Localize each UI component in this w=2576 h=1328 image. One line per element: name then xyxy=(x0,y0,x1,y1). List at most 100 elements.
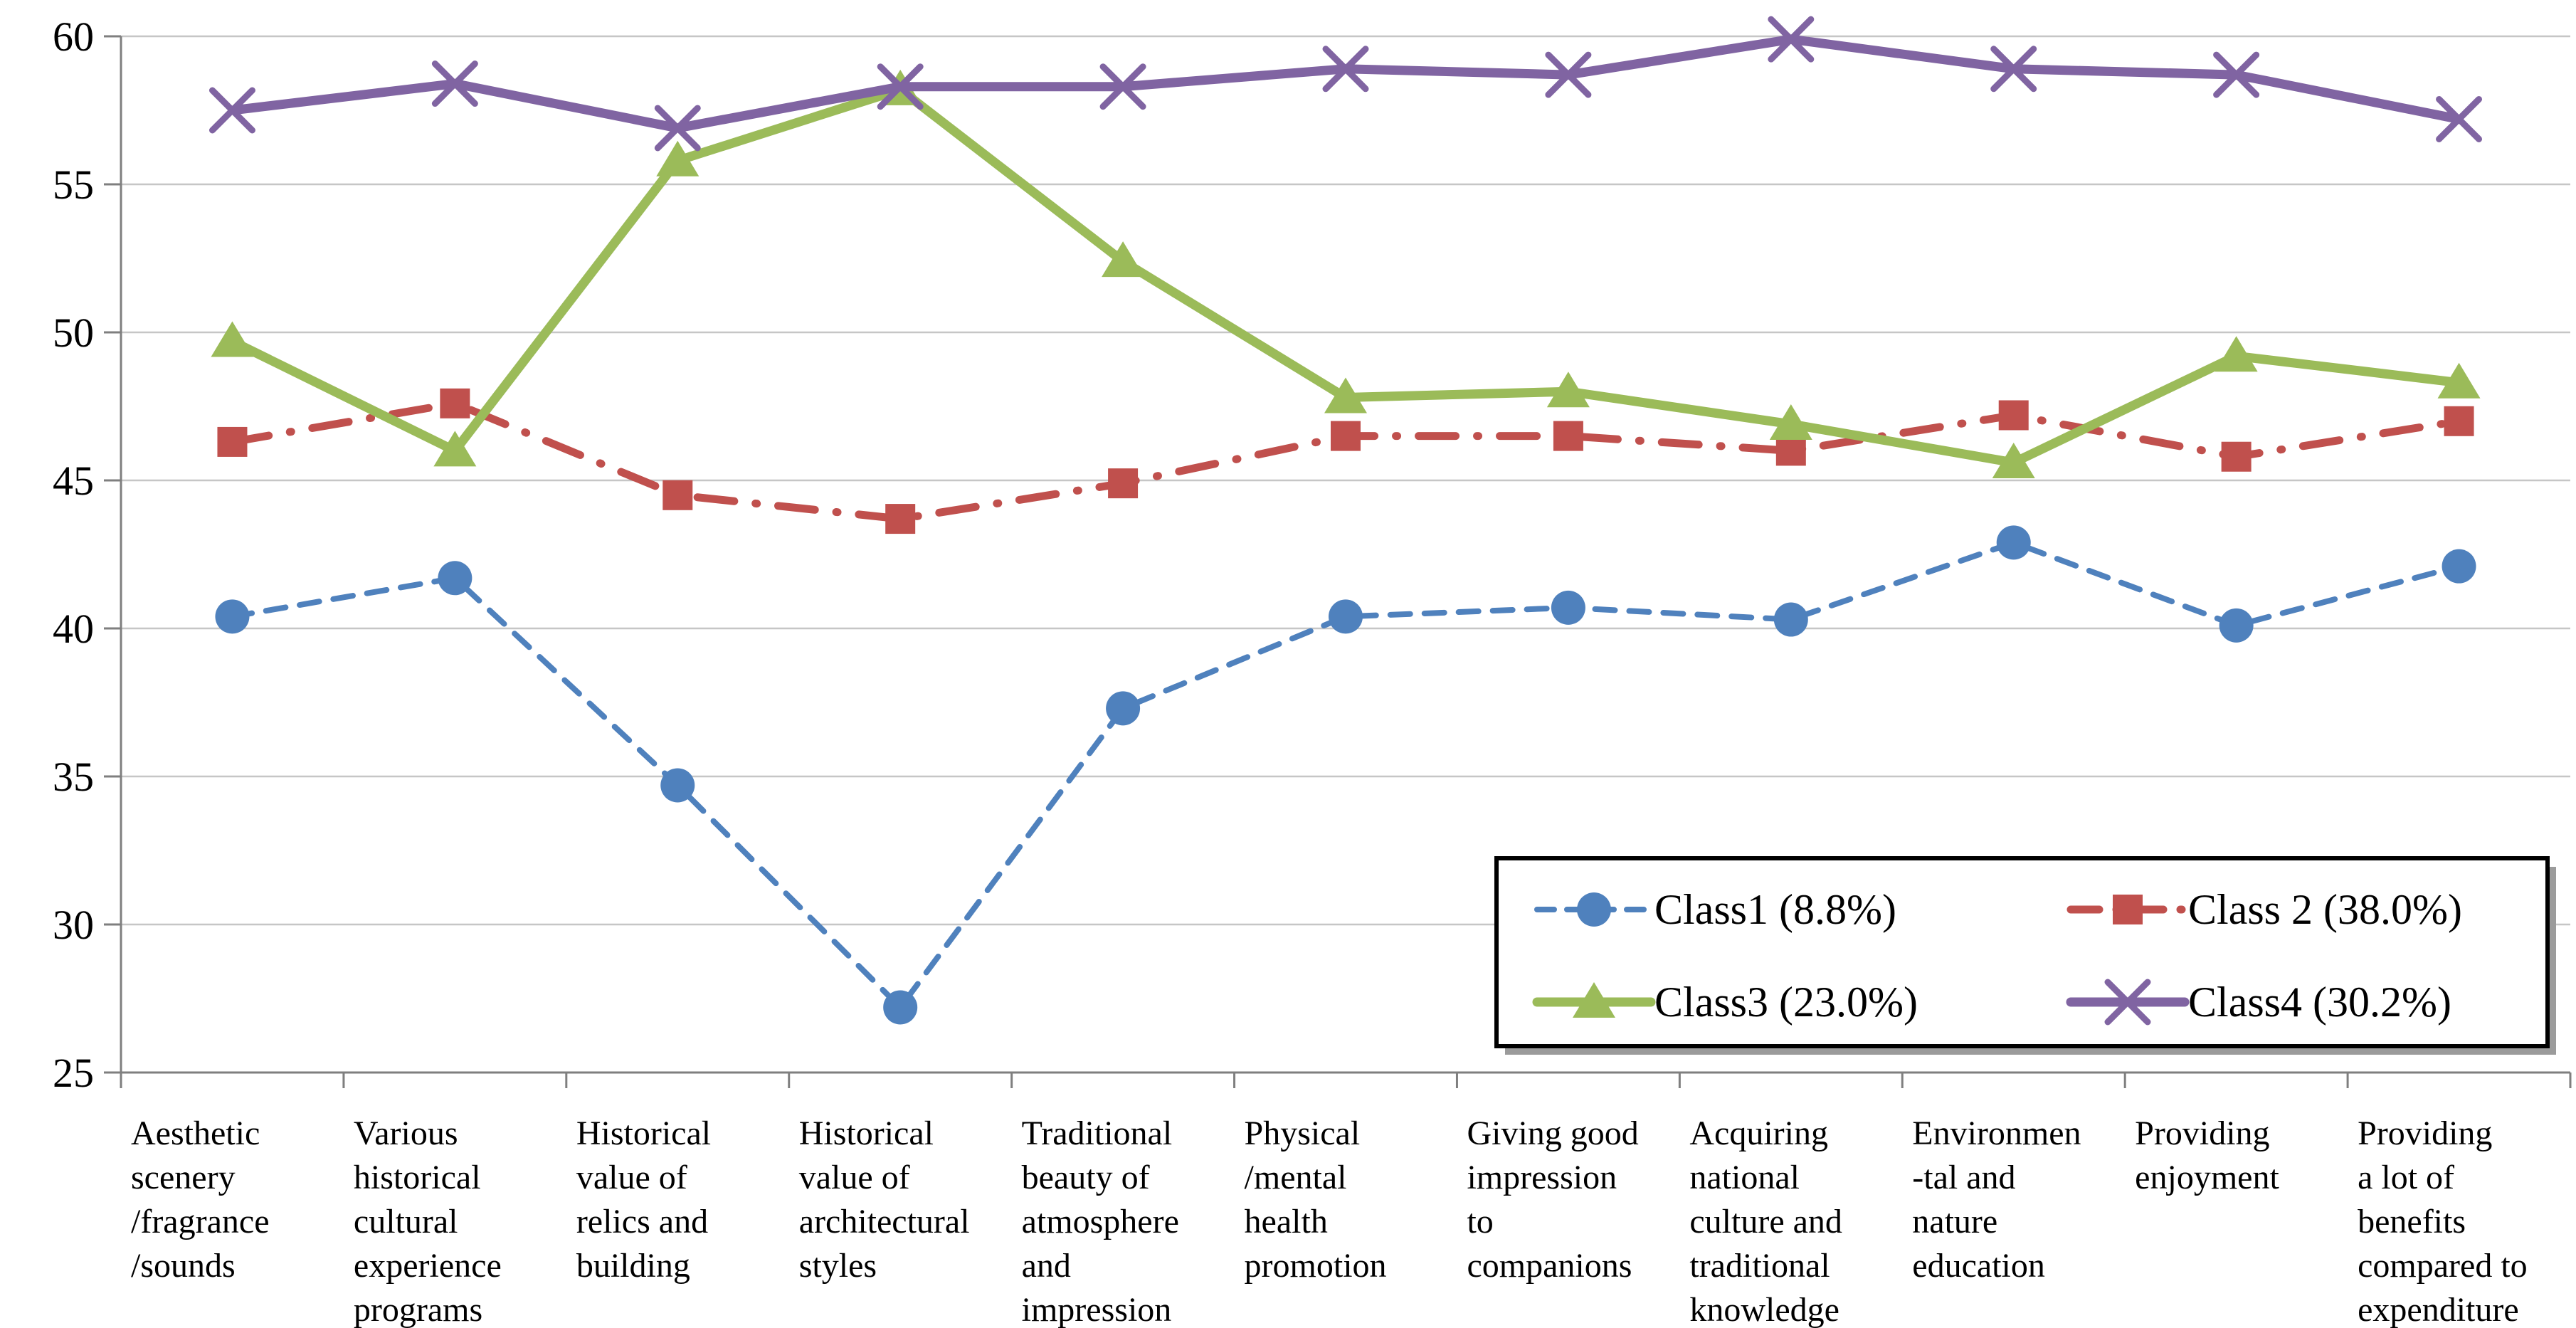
y-axis-tick-label: 35 xyxy=(53,754,94,800)
data-point-marker xyxy=(1769,404,1812,440)
x-axis-category-label: Traditional xyxy=(1022,1114,1173,1152)
legend-label: Class4 (30.2%) xyxy=(2188,979,2451,1026)
data-point-marker xyxy=(1546,371,1590,408)
y-axis-tick-label: 55 xyxy=(53,162,94,208)
y-axis-tick-label: 45 xyxy=(53,458,94,504)
x-axis-category-label: Acquiring xyxy=(1689,1114,1828,1152)
data-point-marker xyxy=(1329,599,1363,634)
data-point-marker xyxy=(877,63,924,110)
legend-item-class-2-38-0: Class 2 (38.0%) xyxy=(2066,886,2462,933)
x-axis-category-label: and xyxy=(1022,1247,1071,1285)
data-point-marker xyxy=(215,599,250,634)
x-axis-category-label: Various xyxy=(354,1114,458,1152)
data-point-marker xyxy=(885,504,916,534)
x-axis-category-label: knowledge xyxy=(1689,1291,1839,1328)
data-point-marker xyxy=(1108,468,1139,499)
series-line xyxy=(229,539,2462,1011)
series-layer xyxy=(208,16,2483,1025)
data-point-marker xyxy=(654,105,701,152)
x-axis-category-label: building xyxy=(576,1247,690,1285)
series-line xyxy=(228,399,2464,523)
y-axis-labels: 25 30 35 40 45 50 55 60 xyxy=(53,14,94,1096)
y-axis-tick-label: 25 xyxy=(53,1050,94,1096)
data-point-marker xyxy=(2215,336,2258,372)
x-axis-category-label: impression xyxy=(1467,1159,1617,1196)
data-point-marker xyxy=(1551,590,1585,625)
data-point-marker xyxy=(1775,436,1806,466)
x-axis-category-label: Aesthetic xyxy=(131,1114,260,1152)
legend-swatch-marker xyxy=(2113,895,2143,924)
legend-swatch-marker xyxy=(1573,982,1615,1018)
series-class1-8-8 xyxy=(215,525,2476,1025)
x-axis-category-label: a lot of xyxy=(2358,1159,2454,1196)
data-point-marker xyxy=(217,426,248,457)
x-axis-category-label: historical xyxy=(354,1159,481,1196)
x-axis-category-label: /sounds xyxy=(131,1247,236,1285)
data-point-marker xyxy=(656,140,700,176)
legend-item-class1-8-8: Class1 (8.8%) xyxy=(1534,886,1896,933)
data-point-marker xyxy=(431,60,478,107)
axes-layer xyxy=(104,35,2572,1088)
data-point-marker xyxy=(1102,241,1145,278)
data-point-marker xyxy=(2444,406,2474,436)
data-point-marker xyxy=(1331,421,1361,451)
x-axis-category-label: education xyxy=(1912,1247,2045,1285)
x-axis-category-label: architectural xyxy=(799,1203,970,1240)
x-axis-category-label: health xyxy=(1245,1203,1328,1240)
legend-label: Class 2 (38.0%) xyxy=(2188,886,2462,933)
x-axis-category-label: enjoyment xyxy=(2135,1159,2279,1196)
data-point-marker xyxy=(1773,602,1808,637)
x-axis-category-label: Historical xyxy=(799,1114,934,1152)
data-point-marker xyxy=(1324,377,1367,413)
x-axis-category-label: value of xyxy=(576,1159,687,1196)
legend-swatch-marker xyxy=(2104,979,2151,1026)
data-point-marker xyxy=(2219,608,2254,643)
data-point-marker xyxy=(1322,46,1369,93)
x-axis-category-label: companions xyxy=(1467,1247,1632,1285)
x-axis-category-label: traditional xyxy=(1689,1247,1830,1285)
data-point-marker xyxy=(2213,51,2260,98)
data-point-marker xyxy=(1768,16,1815,63)
gridlines-layer xyxy=(121,35,2570,1074)
x-axis-category-label: atmosphere xyxy=(1022,1203,1179,1240)
x-axis-category-label: compared to xyxy=(2358,1247,2528,1285)
x-axis-category-label: promotion xyxy=(1245,1247,1387,1285)
data-point-marker xyxy=(1998,400,2029,431)
legend-box xyxy=(1494,856,2550,1048)
legend-swatch-marker xyxy=(1577,892,1611,927)
data-point-marker xyxy=(663,480,693,510)
data-point-marker xyxy=(438,561,473,596)
x-axis-category-label: -tal and xyxy=(1912,1159,2015,1196)
y-axis-tick-label: 60 xyxy=(53,14,94,60)
legend-item-class4-30-2: Class4 (30.2%) xyxy=(2066,979,2451,1026)
x-axis-category-label: /fragrance xyxy=(131,1203,270,1240)
x-axis-category-label: beauty of xyxy=(1022,1159,1150,1196)
data-point-marker xyxy=(433,431,477,467)
x-axis-category-label: Giving good xyxy=(1467,1114,1638,1152)
y-axis-tick-label: 50 xyxy=(53,310,94,356)
data-point-marker xyxy=(1990,46,2037,93)
legend-label: Class3 (23.0%) xyxy=(1654,979,1918,1026)
data-point-marker xyxy=(2442,549,2476,584)
x-axis-category-label: Historical xyxy=(576,1114,711,1152)
series-line xyxy=(227,34,2464,133)
x-axis-category-label: national xyxy=(1689,1159,1800,1196)
data-point-marker xyxy=(2437,362,2481,399)
x-axis-category-label: impression xyxy=(1022,1291,1172,1328)
data-point-marker xyxy=(208,87,255,134)
data-point-marker xyxy=(1106,691,1141,726)
data-point-marker xyxy=(2436,95,2483,142)
data-point-marker xyxy=(660,768,695,803)
x-axis-labels: Aesthetic scenery/fragrance/sounds Various… xyxy=(131,1114,2528,1328)
x-axis-category-label: Providing xyxy=(2135,1114,2269,1152)
data-point-marker xyxy=(440,388,470,418)
data-point-marker xyxy=(1553,421,1583,451)
series-class4-30-2 xyxy=(208,16,2483,152)
x-axis-category-label: /mental xyxy=(1245,1159,1347,1196)
x-axis-category-label: cultural xyxy=(354,1203,458,1240)
legend-label: Class1 (8.8%) xyxy=(1654,886,1896,933)
legend: Class1 (8.8%) Class 2 (38.0%) Class3 (23.0… xyxy=(1494,856,2556,1055)
x-axis-category-label: programs xyxy=(354,1291,482,1328)
x-axis-category-label: Environmen xyxy=(1912,1114,2081,1152)
